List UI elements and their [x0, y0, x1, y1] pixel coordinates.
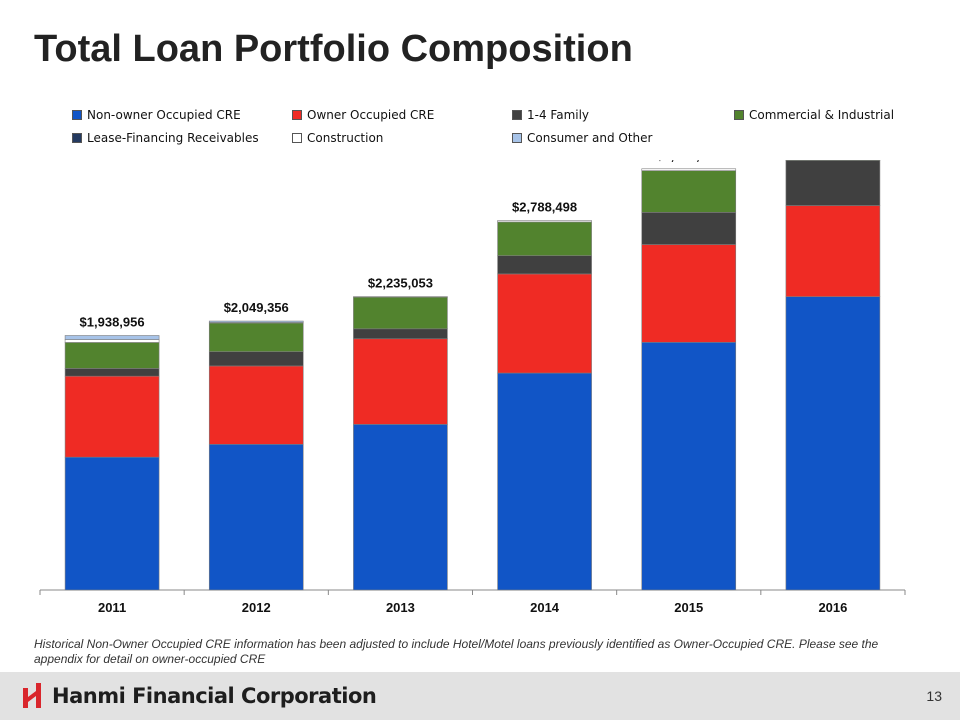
bar-segment [785, 296, 881, 591]
chart-legend: Non-owner Occupied CRE Owner Occupied CRE… [72, 108, 902, 154]
bar-segment [64, 342, 160, 369]
stacked-bar-chart: $1,938,956 2011 $2,049,356 2012 $2,235,053 20… [39, 160, 906, 615]
bar-segment [497, 372, 592, 591]
bar-segment [497, 273, 592, 374]
bar-segment [64, 375, 160, 458]
bar-segment [64, 335, 160, 340]
legend-label: 1-4 Family [527, 108, 590, 122]
page-number: 13 [926, 688, 942, 704]
legend-swatch [512, 110, 522, 120]
bar-segment [785, 160, 881, 206]
legend-item: 1-4 Family [512, 108, 589, 122]
footer-bar: Hanmi Financial Corporation 13 [0, 672, 960, 720]
bar-segment [64, 368, 160, 377]
legend-item: Commercial & Industrial [734, 108, 894, 122]
bar-segment [641, 168, 737, 171]
x-tick-label: 2016 [818, 600, 847, 615]
x-tick-label: 2014 [530, 600, 560, 615]
legend-item: Consumer and Other [512, 131, 652, 145]
bar-total-label: $2,788,498 [512, 200, 577, 215]
legend-item: Lease-Financing Receivables [72, 131, 259, 145]
bar-total-label: $3,183,316 [656, 160, 721, 163]
legend-label: Commercial & Industrial [749, 108, 895, 122]
bar-segment [497, 221, 592, 256]
legend-swatch [292, 110, 302, 120]
legend-item: Construction [292, 131, 383, 145]
bar-total-label: $2,235,053 [368, 276, 433, 291]
x-tick-label: 2015 [674, 600, 703, 615]
bar-segment [785, 205, 881, 297]
legend-swatch [292, 133, 302, 143]
bar-total-label: $1,938,956 [80, 314, 145, 329]
page-title: Total Loan Portfolio Composition [34, 28, 633, 70]
x-tick-label: 2013 [386, 600, 415, 615]
bar-segment [353, 338, 448, 425]
bar-segment [208, 322, 304, 352]
legend-swatch [72, 110, 82, 120]
bar-segment [353, 328, 448, 340]
x-tick-label: 2012 [242, 600, 271, 615]
bar-segment [497, 220, 592, 223]
bar-segment [353, 424, 448, 591]
bar-segment [641, 212, 737, 245]
legend-label: Owner Occupied CRE [307, 108, 435, 122]
legend-label: Consumer and Other [527, 131, 653, 145]
legend-swatch [512, 133, 522, 143]
legend-swatch [734, 110, 744, 120]
bar-total-label: $2,049,356 [224, 300, 289, 315]
legend-label: Construction [307, 131, 384, 145]
legend-item: Owner Occupied CRE [292, 108, 434, 122]
legend-label: Non-owner Occupied CRE [87, 108, 241, 122]
legend-swatch [72, 133, 82, 143]
company-name: Hanmi Financial Corporation [52, 684, 377, 708]
bar-segment [497, 255, 592, 275]
bar-segment [353, 296, 448, 330]
bar-segment [641, 170, 737, 213]
bar-segment [208, 351, 304, 367]
bar-segment [208, 320, 304, 323]
bar-segment [641, 244, 737, 343]
bar-segment [64, 456, 160, 591]
bar-segment [353, 296, 448, 298]
x-tick-label: 2011 [98, 600, 126, 615]
legend-item: Non-owner Occupied CRE [72, 108, 241, 122]
company-logo: Hanmi Financial Corporation [22, 683, 377, 709]
bar-segment [641, 342, 737, 591]
footnote: Historical Non-Owner Occupied CRE inform… [34, 637, 879, 666]
bar-segment [208, 365, 304, 445]
bar-segment [208, 444, 304, 591]
hanmi-logo-icon [23, 683, 41, 708]
legend-label: Lease-Financing Receivables [87, 131, 259, 145]
bar-segment [64, 339, 160, 343]
